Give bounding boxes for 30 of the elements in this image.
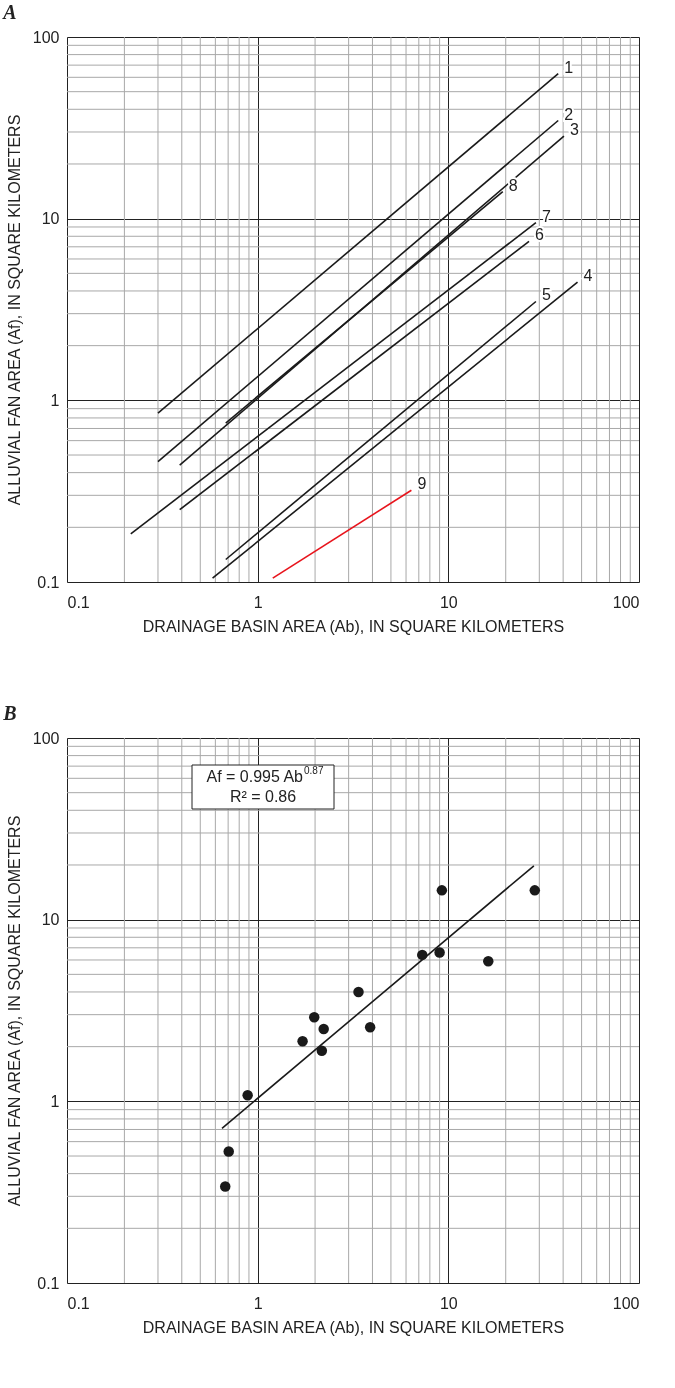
- x-tick-label: 1: [253, 593, 263, 611]
- y-tick-label: 10: [41, 911, 60, 929]
- x-tick-label: 100: [612, 593, 640, 611]
- x-tick-label: 100: [612, 1294, 640, 1312]
- chart-title: B: [2, 702, 17, 724]
- x-tick-label: 1: [253, 1294, 263, 1312]
- y-tick-label: 100: [32, 729, 60, 747]
- series-label: 5: [541, 286, 551, 304]
- series-label: 8: [508, 176, 518, 194]
- y-tick-label: 100: [32, 28, 60, 46]
- annotation: R² = 0.86: [229, 788, 297, 805]
- chart-title: A: [1, 1, 17, 23]
- series-label: 1: [564, 58, 574, 76]
- x-tick-label: 10: [439, 1294, 458, 1312]
- x-tick-label: 10: [439, 593, 458, 611]
- series-label: 2: [564, 105, 574, 123]
- x-axis-title: DRAINAGE BASIN AREA (Ab), IN SQUARE KILOMETERS: [142, 1318, 565, 1336]
- x-axis-title: DRAINAGE BASIN AREA (Ab), IN SQUARE KILOMETERS: [142, 617, 565, 635]
- y-tick-label: 0.1: [37, 1274, 60, 1292]
- x-tick-label: 0.1: [67, 1294, 90, 1312]
- series-label: 9: [417, 475, 427, 493]
- y-tick-label: 1: [50, 1092, 60, 1110]
- y-tick-label: 10: [41, 210, 60, 228]
- y-tick-label: 1: [50, 391, 60, 409]
- y-axis-title: ALLUVIAL FAN AREA (Af), IN SQUARE KILOMETERS: [5, 815, 23, 1207]
- y-tick-label: 0.1: [37, 573, 60, 591]
- y-axis-title: ALLUVIAL FAN AREA (Af), IN SQUARE KILOMETERS: [5, 114, 23, 506]
- series-label: 4: [583, 267, 593, 285]
- series-label: 3: [569, 121, 579, 139]
- x-tick-label: 0.1: [67, 593, 90, 611]
